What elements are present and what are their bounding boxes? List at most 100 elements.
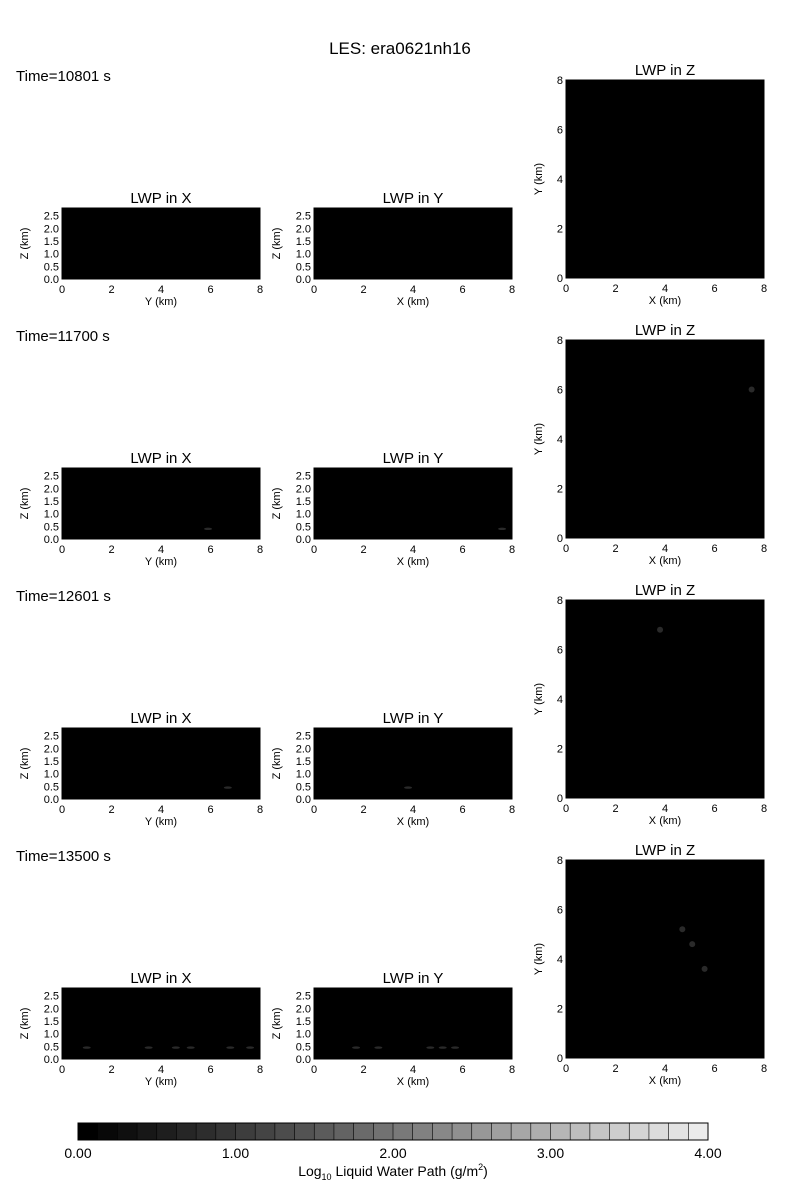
y-tick-label: 2.5 xyxy=(44,211,59,223)
panel-field xyxy=(314,728,512,799)
y-tick-label: 1.0 xyxy=(296,509,311,521)
lwp-feature xyxy=(204,527,213,531)
y-tick-label: 2 xyxy=(557,484,563,496)
x-tick-label: 2 xyxy=(108,544,114,556)
y-axis-label: Y (km) xyxy=(533,683,545,715)
y-tick-label: 2.5 xyxy=(44,731,59,743)
x-axis-label: Y (km) xyxy=(145,1076,177,1088)
x-tick-label: 4 xyxy=(662,543,668,555)
x-tick-label: 6 xyxy=(207,804,213,816)
x-tick-label: 8 xyxy=(257,544,263,556)
panel-z: LWP in Z 0 2 4 6 8 0 2 4 6 8 X (km) Y (km) xyxy=(533,62,767,307)
y-tick-label: 1.5 xyxy=(44,496,59,508)
x-tick-label: 4 xyxy=(410,804,416,816)
colorbar-cell xyxy=(314,1123,335,1140)
x-axis-label: X (km) xyxy=(397,556,429,568)
colorbar-cell xyxy=(609,1123,630,1140)
y-tick-label: 2.0 xyxy=(44,743,59,755)
colorbar-cell xyxy=(589,1123,611,1140)
panel-x: LWP in X 0 2 4 6 8 0.00.51.01.52.02.5 Y (km) Z (… xyxy=(19,190,263,308)
colorbar-tick-label: 1.00 xyxy=(222,1145,249,1161)
lwp-feature xyxy=(186,1046,195,1049)
colorbar-cell xyxy=(137,1123,158,1140)
panel-field xyxy=(566,860,764,1058)
y-axis-label: Y (km) xyxy=(533,423,545,455)
colorbar-cell xyxy=(176,1123,197,1140)
x-tick-label: 2 xyxy=(360,544,366,556)
panel-x: LWP in X 0 2 4 6 8 0.00.51.01.52.02.5 Y (km) Z (… xyxy=(19,710,263,828)
panel-x: LWP in X 0 2 4 6 8 0.00.51.01.52.02.5 Y (km) Z (… xyxy=(19,970,263,1088)
colorbar-cell xyxy=(530,1123,551,1140)
y-tick-label: 2.5 xyxy=(296,731,311,743)
colorbar-cell xyxy=(117,1123,138,1140)
colorbar-cell xyxy=(412,1123,433,1140)
x-tick-label: 6 xyxy=(459,544,465,556)
y-tick-label: 1.5 xyxy=(44,1016,59,1028)
x-tick-label: 0 xyxy=(311,1064,317,1076)
time-label: Time=10801 s xyxy=(16,68,111,85)
y-tick-label: 8 xyxy=(557,855,563,867)
y-tick-label: 0.0 xyxy=(296,534,311,546)
lwp-feature xyxy=(748,386,755,393)
lwp-feature xyxy=(226,1046,235,1049)
x-tick-label: 2 xyxy=(360,284,366,296)
x-tick-label: 0 xyxy=(311,804,317,816)
y-tick-label: 6 xyxy=(557,125,563,137)
y-tick-label: 0.5 xyxy=(296,781,311,793)
y-axis-label: Y (km) xyxy=(533,943,545,975)
y-tick-label: 2.0 xyxy=(296,743,311,755)
x-tick-label: 0 xyxy=(563,543,569,555)
y-tick-label: 0 xyxy=(557,533,563,545)
y-tick-label: 8 xyxy=(557,75,563,87)
lwp-feature xyxy=(374,1046,383,1049)
y-tick-label: 6 xyxy=(557,385,563,397)
x-axis-label: Y (km) xyxy=(145,816,177,828)
y-tick-label: 0.0 xyxy=(44,794,59,806)
panel-title: LWP in Y xyxy=(383,450,444,467)
y-tick-label: 2.5 xyxy=(44,471,59,483)
y-tick-label: 2.0 xyxy=(44,483,59,495)
colorbar-cell xyxy=(97,1123,118,1140)
x-tick-label: 8 xyxy=(761,803,767,815)
x-tick-label: 6 xyxy=(207,1064,213,1076)
x-tick-label: 6 xyxy=(711,1063,717,1075)
x-tick-label: 0 xyxy=(311,544,317,556)
x-tick-label: 8 xyxy=(509,1064,515,1076)
lwp-feature xyxy=(404,786,413,789)
x-tick-label: 6 xyxy=(459,804,465,816)
x-tick-label: 4 xyxy=(410,1064,416,1076)
time-label: Time=12601 s xyxy=(16,588,111,605)
y-tick-label: 0 xyxy=(557,273,563,285)
x-tick-label: 2 xyxy=(108,804,114,816)
y-tick-label: 0.0 xyxy=(44,1054,59,1066)
y-tick-label: 2.5 xyxy=(296,211,311,223)
time-row: Time=10801 s LWP in X0 2 4 6 80.00.51.01.52.0… xyxy=(16,62,767,308)
y-tick-label: 1.0 xyxy=(44,249,59,261)
y-tick-label: 1.0 xyxy=(44,769,59,781)
y-tick-label: 1.5 xyxy=(296,756,311,768)
y-tick-label: 6 xyxy=(557,645,563,657)
x-tick-label: 2 xyxy=(360,804,366,816)
colorbar-label: Log10 Liquid Water Path (g/m2) xyxy=(298,1162,488,1182)
x-tick-label: 8 xyxy=(509,804,515,816)
panel-title: LWP in Y xyxy=(383,970,444,987)
colorbar-tick-label: 0.00 xyxy=(64,1145,91,1161)
y-tick-label: 0.0 xyxy=(296,1054,311,1066)
y-axis-label: Z (km) xyxy=(271,1008,283,1040)
x-axis-label: X (km) xyxy=(649,815,681,827)
x-tick-label: 2 xyxy=(108,1064,114,1076)
panel-y: LWP in Y 0 2 4 6 8 0.00.51.01.52.02.5 X (km) Z (… xyxy=(271,190,515,308)
lwp-feature xyxy=(171,1046,180,1049)
y-tick-label: 1.5 xyxy=(296,496,311,508)
y-tick-label: 8 xyxy=(557,335,563,347)
x-tick-label: 6 xyxy=(459,1064,465,1076)
colorbar-tick-label: 2.00 xyxy=(379,1145,406,1161)
x-tick-label: 2 xyxy=(108,284,114,296)
x-tick-label: 6 xyxy=(459,284,465,296)
panel-y: LWP in Y 0 2 4 6 8 0.00.51.01.52.02.5 X (km) Z (… xyxy=(271,450,515,568)
y-tick-label: 0.0 xyxy=(296,274,311,286)
colorbar-cell xyxy=(353,1123,374,1140)
colorbar-cell xyxy=(452,1123,473,1140)
